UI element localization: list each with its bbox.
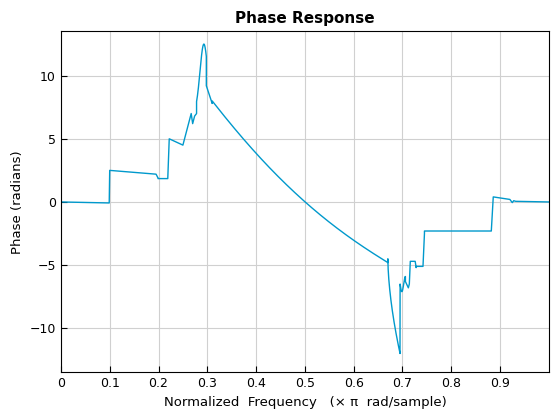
X-axis label: Normalized  Frequency   (× π  rad/sample): Normalized Frequency (× π rad/sample) bbox=[164, 396, 446, 409]
Title: Phase Response: Phase Response bbox=[235, 11, 375, 26]
Y-axis label: Phase (radians): Phase (radians) bbox=[11, 150, 24, 254]
